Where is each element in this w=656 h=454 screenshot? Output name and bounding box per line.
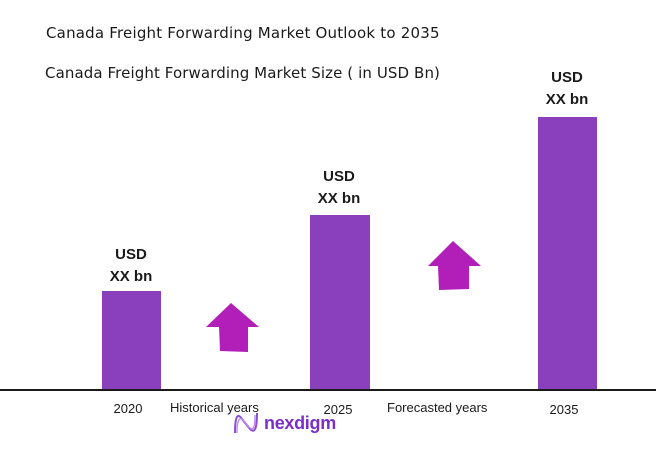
growth-arrow-up-icon: [428, 241, 481, 290]
bar-label-value: XX bn: [109, 268, 153, 285]
bar-label-value: XX bn: [317, 190, 361, 207]
historical-years-label: Historical years: [170, 400, 259, 415]
bar-value-label-2025: USD XX bn: [299, 166, 379, 210]
bar-label-value: XX bn: [545, 91, 589, 108]
bar-2025: [310, 215, 370, 390]
x-axis-line: [0, 389, 656, 391]
chart-title: Canada Freight Forwarding Market Outlook…: [46, 24, 440, 42]
x-tick-2035: 2035: [549, 402, 579, 417]
x-tick-2020: 2020: [113, 401, 143, 416]
logo-text: nexdigm: [264, 412, 336, 433]
bar-label-currency: USD: [115, 246, 147, 263]
bar-value-label-2020: USD XX bn: [91, 244, 171, 288]
bar-2020: [102, 291, 161, 390]
nexdigm-logo: nexdigm: [232, 411, 336, 435]
bar-value-label-2035: USD XX bn: [527, 67, 607, 111]
chart-subtitle: Canada Freight Forwarding Market Size ( …: [45, 64, 440, 82]
bar-label-currency: USD: [551, 69, 583, 86]
growth-arrow-up-icon: [206, 303, 259, 352]
forecasted-years-label: Forecasted years: [387, 400, 488, 415]
x-tick-2025: 2025: [323, 402, 353, 417]
bar-2035: [538, 117, 597, 390]
bar-label-currency: USD: [323, 168, 355, 185]
wave-n-icon: [234, 412, 258, 434]
